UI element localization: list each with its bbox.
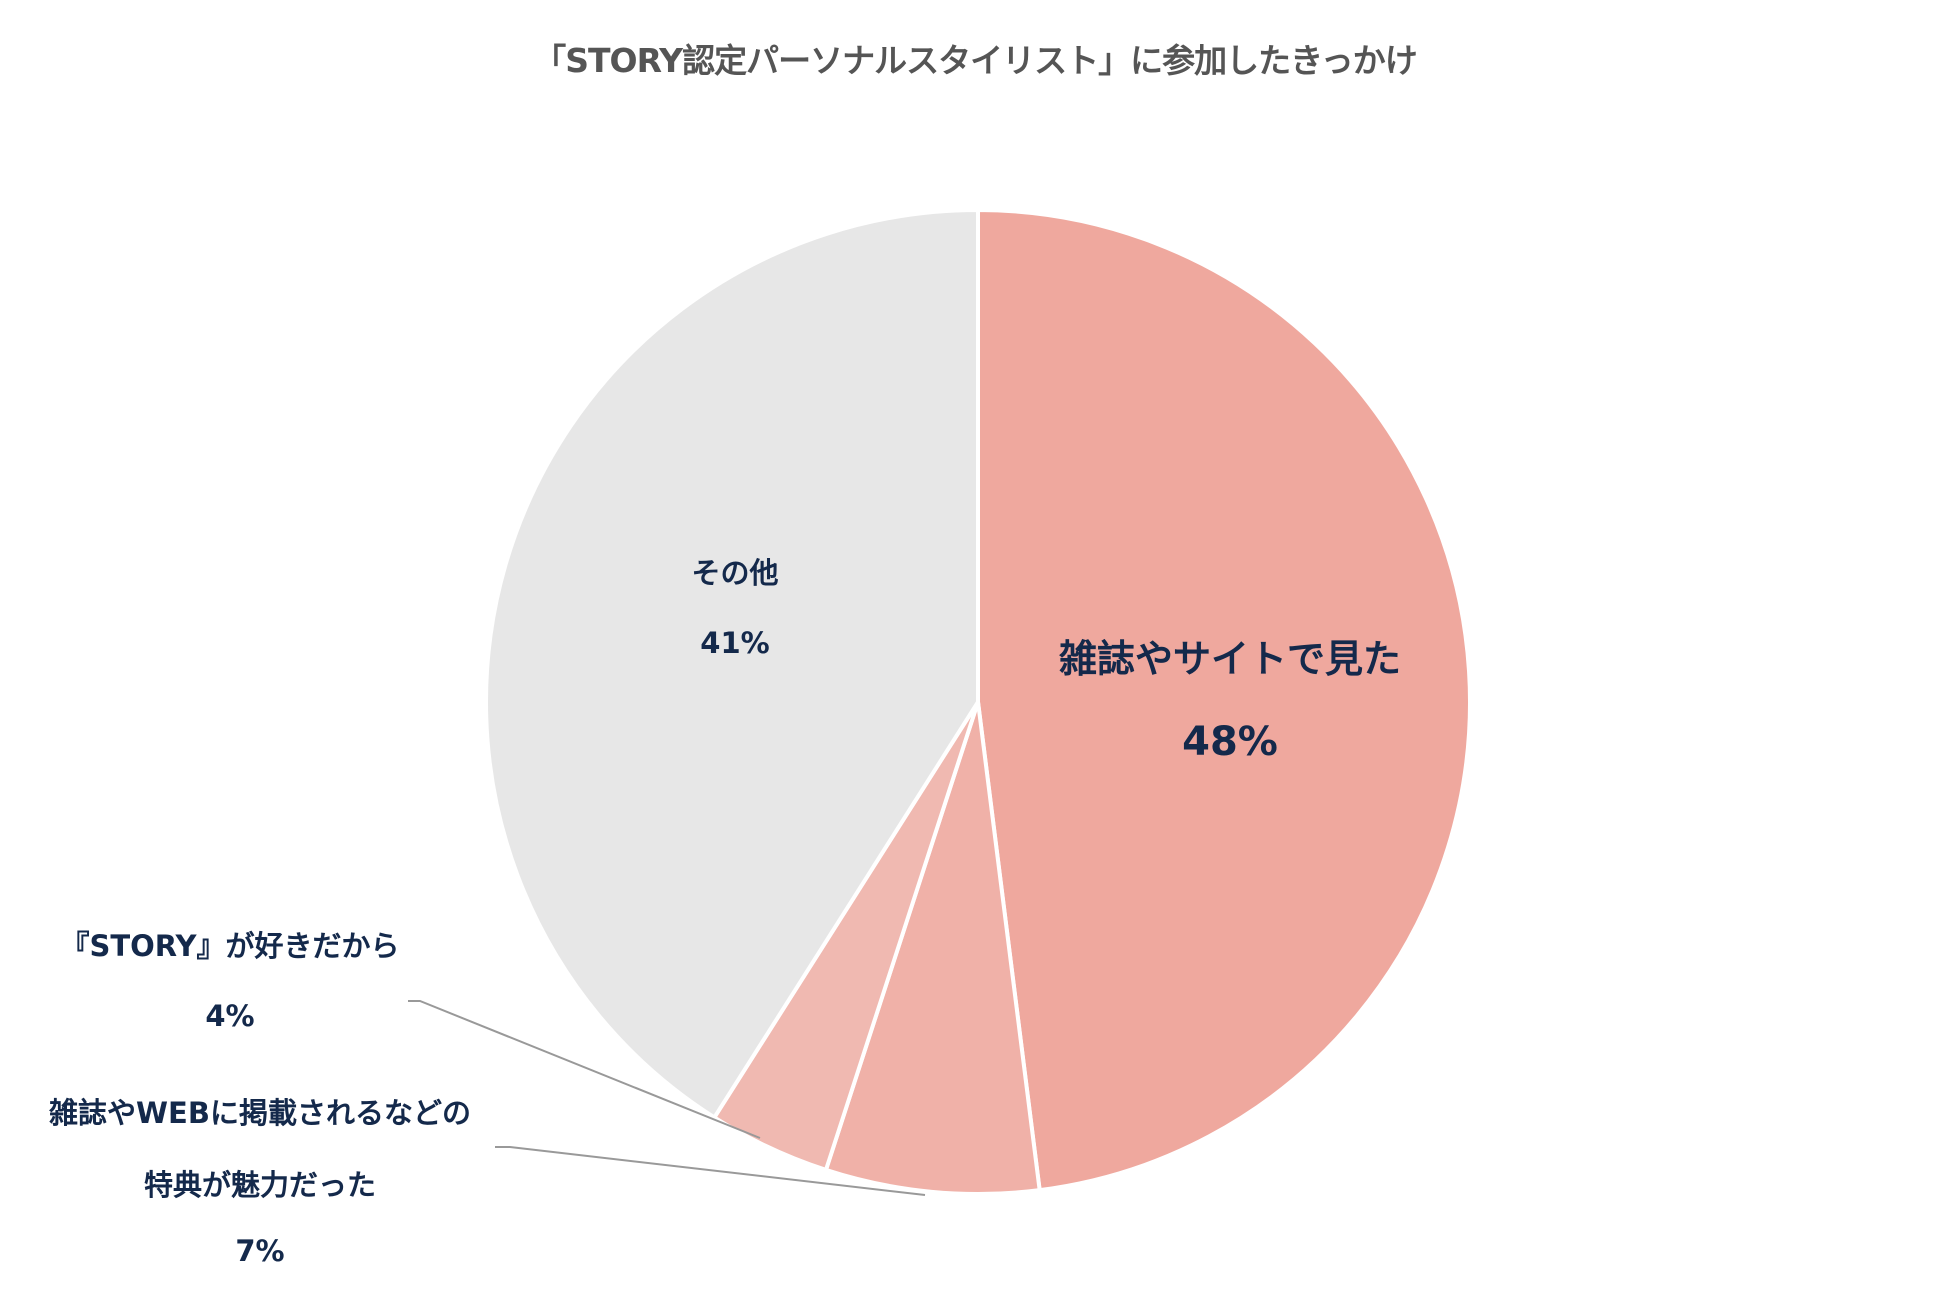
label-web-benefit-name-line1: 雑誌やWEBに掲載されるなどの [49,1096,471,1130]
label-web-benefit: 雑誌やWEBに掲載されるなどの 特典が魅力だった 7% [0,1090,520,1268]
pie-slice-1 [823,700,1042,1196]
label-magazine-site-name: 雑誌やサイトで見た [1058,637,1401,681]
label-web-benefit-value: 7% [235,1234,285,1268]
label-magazine-site: 雑誌やサイトで見た 48% [1030,628,1430,765]
leader-line-web-benefit [495,1146,926,1196]
label-other: その他 41% [635,550,835,660]
leader-lines [408,1000,926,1196]
label-like-story-name: 『STORY』が好きだから [60,929,400,963]
label-web-benefit-name-line2: 特典が魅力だった [143,1168,376,1202]
pie-slice-0 [976,208,1472,1193]
leader-line-like-story [408,1000,761,1139]
pie-slices [484,208,1472,1196]
label-other-name: その他 [691,556,779,590]
chart-title: 「STORY認定パーソナルスタイリスト」に参加したきっかけ [533,41,1418,80]
pie-slice-3 [484,208,980,1120]
label-magazine-site-value: 48% [1182,719,1278,765]
label-like-story: 『STORY』が好きだから 4% [20,923,440,1033]
label-other-value: 41% [700,626,770,660]
label-like-story-value: 4% [205,999,255,1033]
